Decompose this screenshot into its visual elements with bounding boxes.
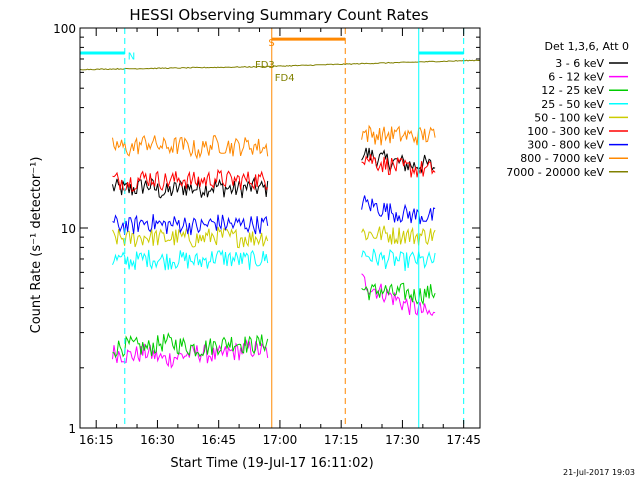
annotation-2: S	[268, 38, 274, 49]
x-tick-label-2: 16:30	[140, 433, 175, 447]
x-tick-label-7: 17:45	[446, 433, 481, 447]
series-line-8-seg-1	[112, 134, 269, 160]
x-tick-label-6: 17:30	[385, 433, 420, 447]
legend-title: Det 1,3,6, Att 0	[545, 40, 629, 53]
annotation-3: FD3	[255, 60, 275, 71]
chart-title: HESSI Observing Summary Count Rates	[129, 6, 428, 24]
series-line-2-seg-2	[361, 273, 436, 317]
y-axis-label: Count Rate (s⁻¹ detector⁻¹)	[29, 157, 44, 334]
series-line-3-seg-2	[361, 282, 436, 306]
annotation-1: N	[128, 51, 135, 62]
legend-label-4: 25 - 50 keV	[541, 98, 604, 111]
legend-label-7: 300 - 800 keV	[527, 139, 604, 152]
x-tick-label-4: 17:00	[263, 433, 298, 447]
legend-label-1: 3 - 6 keV	[555, 57, 604, 70]
series-line-5-seg-2	[361, 225, 436, 246]
x-tick-label-3: 16:45	[201, 433, 236, 447]
series-line-6-seg-2	[361, 154, 436, 178]
y-tick-label-2: 10	[61, 222, 76, 236]
legend-label-6: 100 - 300 keV	[527, 125, 604, 138]
series-line-6-seg-1	[112, 168, 269, 193]
axis-layer: 16:15 16:30 16:45 17:00 17:15 17:30 17:45 1 10 10…	[53, 22, 481, 447]
series-line-7-seg-1	[112, 214, 269, 236]
legend-label-8: 800 - 7000 keV	[520, 152, 604, 165]
legend-label-3: 12 - 25 keV	[541, 84, 604, 97]
x-tick-label-1: 16:15	[79, 433, 114, 447]
x-tick-label-5: 17:15	[324, 433, 359, 447]
footer-timestamp: 21-Jul-2017 19:03	[563, 468, 635, 477]
legend-label-9: 7000 - 20000 keV	[506, 166, 604, 179]
series-line-4-seg-2	[361, 248, 436, 272]
series-line-1-seg-1	[112, 176, 269, 199]
y-tick-label-3: 100	[53, 22, 76, 36]
series-line-9-seg-1	[79, 59, 480, 71]
series-line-7-seg-2	[361, 195, 436, 225]
series-line-4-seg-1	[112, 249, 269, 271]
legend-label-2: 6 - 12 keV	[548, 71, 604, 84]
y-tick-label-1: 1	[68, 422, 76, 436]
x-axis-label: Start Time (19-Jul-17 16:11:02)	[170, 456, 373, 471]
series-line-5-seg-1	[112, 226, 269, 249]
annotation-4: FD4	[275, 73, 295, 84]
plot-frame	[79, 27, 481, 429]
series-line-8-seg-2	[361, 124, 436, 146]
legend-label-5: 50 - 100 keV	[534, 111, 604, 124]
series-line-3-seg-1	[112, 332, 269, 359]
